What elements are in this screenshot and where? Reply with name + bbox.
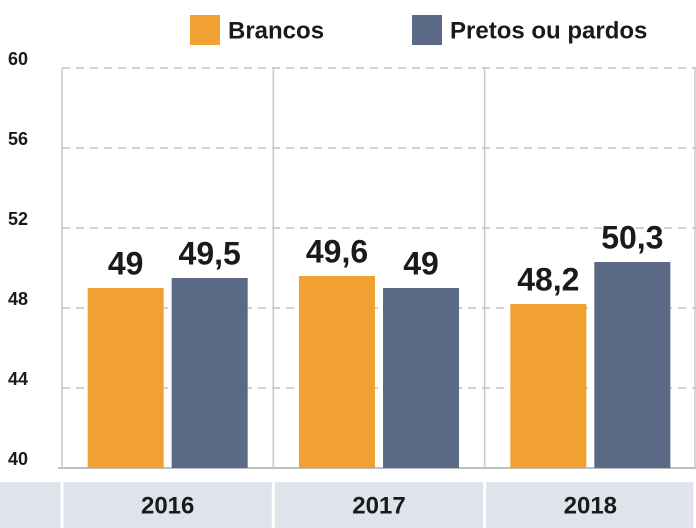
bar <box>383 288 459 468</box>
y-tick-label: 60 <box>8 49 28 69</box>
data-label: 50,3 <box>601 219 663 255</box>
y-tick-label: 52 <box>8 209 28 229</box>
data-label: 49,6 <box>306 233 368 269</box>
y-tick-label: 48 <box>8 289 28 309</box>
legend-label: Pretos ou pardos <box>450 17 647 44</box>
data-label: 49 <box>108 245 144 281</box>
category-strip <box>0 482 696 528</box>
x-tick-label: 2017 <box>352 492 405 519</box>
y-tick-label: 44 <box>8 369 28 389</box>
x-tick-label: 2016 <box>141 492 194 519</box>
y-tick-label: 40 <box>8 449 28 469</box>
bar <box>171 278 248 468</box>
data-label: 49 <box>403 245 439 281</box>
bar <box>510 304 587 468</box>
legend-swatch <box>190 15 220 45</box>
data-label: 48,2 <box>517 261 579 297</box>
x-tick-label: 2018 <box>564 492 617 519</box>
legend-swatch <box>412 15 442 45</box>
bar <box>87 288 164 468</box>
bar <box>594 262 671 468</box>
legend-label: Brancos <box>228 17 324 44</box>
data-label: 49,5 <box>179 235 241 271</box>
y-tick-label: 56 <box>8 129 28 149</box>
bar <box>299 276 375 468</box>
